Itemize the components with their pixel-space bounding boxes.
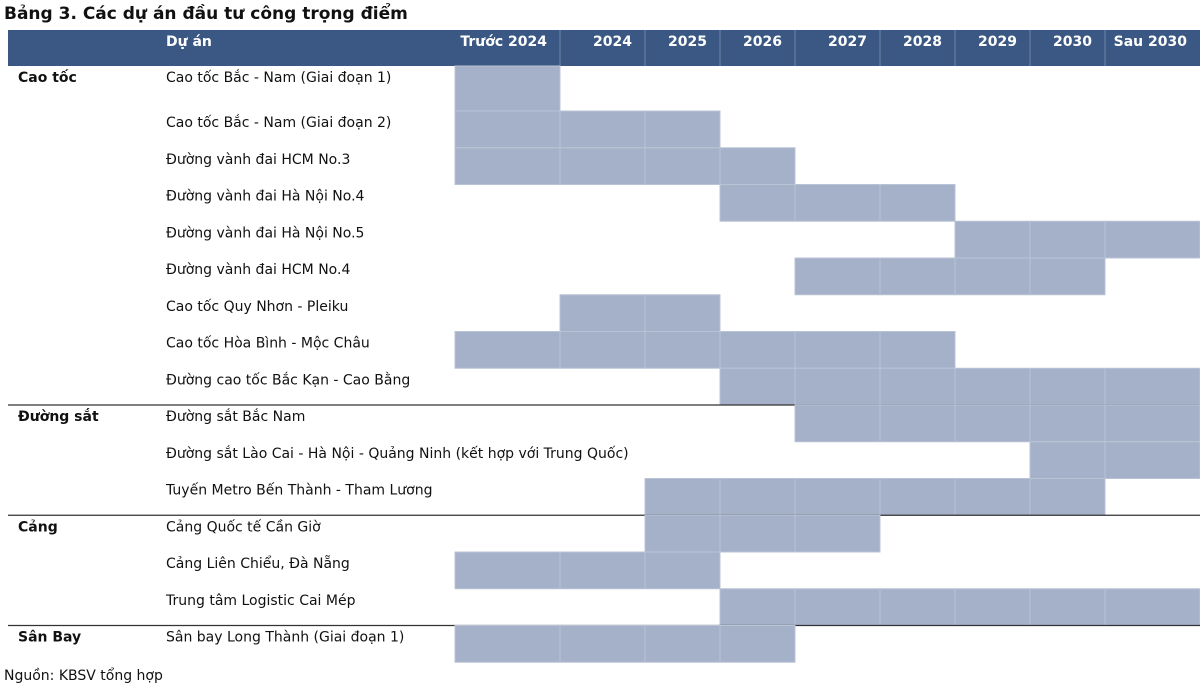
timeline-cell bbox=[1029, 441, 1106, 479]
header-cell: 2024 bbox=[593, 34, 632, 50]
timeline-cell bbox=[559, 551, 646, 590]
timeline-cell bbox=[644, 625, 721, 663]
timeline-cell bbox=[1029, 367, 1106, 406]
project-name: Cao tốc Hòa Bình - Mộc Châu bbox=[166, 335, 370, 352]
group-label: Đường sắt bbox=[18, 408, 99, 425]
timeline-cell bbox=[454, 65, 561, 112]
group-label: Cảng bbox=[18, 519, 58, 535]
timeline-cell bbox=[1029, 257, 1106, 296]
timeline-cell bbox=[879, 404, 956, 443]
project-name: Tuyến Metro Bến Thành - Tham Lương bbox=[165, 482, 433, 499]
timeline-cell bbox=[644, 478, 721, 516]
project-name: Đường vành đai Hà Nội No.5 bbox=[166, 225, 364, 241]
project-name: Cảng Liên Chiểu, Đà Nẵng bbox=[166, 555, 350, 572]
timeline-cell bbox=[559, 110, 646, 149]
timeline-cell bbox=[954, 257, 1031, 296]
timeline-cell bbox=[954, 404, 1031, 443]
project-name: Đường vành đai HCM No.4 bbox=[166, 262, 350, 278]
timeline-cell bbox=[719, 367, 796, 406]
timeline-cell bbox=[719, 331, 796, 369]
timeline-cell bbox=[644, 110, 721, 149]
timeline-cell bbox=[719, 478, 796, 516]
project-name: Cao tốc Bắc - Nam (Giai đoạn 1) bbox=[166, 69, 391, 86]
timeline-cell bbox=[879, 257, 956, 296]
header-cell: 2027 bbox=[828, 34, 867, 50]
header-cell: Dự án bbox=[166, 34, 212, 50]
timeline-cell bbox=[794, 331, 881, 369]
timeline-cell bbox=[1104, 367, 1200, 406]
header-cell: Trước 2024 bbox=[460, 34, 547, 50]
timeline-cell bbox=[794, 478, 881, 516]
timeline-cell bbox=[1029, 478, 1106, 516]
timeline-cell bbox=[454, 331, 561, 369]
header-cell: 2026 bbox=[743, 34, 782, 50]
project-name: Đường cao tốc Bắc Kạn - Cao Bằng bbox=[166, 371, 410, 388]
source: Nguồn: KBSV tổng hợp bbox=[4, 667, 163, 684]
project-name: Đường vành đai Hà Nội No.4 bbox=[166, 189, 365, 205]
project-name: Cao tốc Bắc - Nam (Giai đoạn 2) bbox=[166, 114, 391, 131]
project-name: Cao tốc Quy Nhơn - Pleiku bbox=[166, 298, 348, 315]
timeline-cell bbox=[719, 514, 796, 553]
timeline-cell bbox=[879, 331, 956, 369]
header-cell: 2030 bbox=[1053, 34, 1092, 50]
timeline-cell bbox=[644, 514, 721, 553]
project-name: Sân bay Long Thành (Giai đoạn 1) bbox=[166, 630, 404, 646]
timeline-cell bbox=[719, 625, 796, 663]
timeline-cell bbox=[644, 551, 721, 590]
project-name: Đường sắt Lào Cai - Hà Nội - Quảng Ninh … bbox=[166, 445, 629, 462]
timeline-cell bbox=[1029, 404, 1106, 443]
timeline-cell bbox=[794, 184, 881, 222]
timeline-cell bbox=[954, 588, 1031, 626]
timeline-cell bbox=[794, 588, 881, 626]
timeline-cell bbox=[559, 625, 646, 663]
project-name: Đường vành đai HCM No.3 bbox=[166, 152, 350, 168]
timeline-cell bbox=[559, 147, 646, 185]
timeline-cell bbox=[644, 294, 721, 332]
timeline-cell bbox=[879, 367, 956, 406]
project-name: Trung tâm Logistic Cai Mép bbox=[165, 593, 356, 609]
timeline-cell bbox=[719, 147, 796, 185]
timeline-cell bbox=[794, 514, 881, 553]
group-label: Sân Bay bbox=[18, 630, 81, 646]
timeline-cell bbox=[1029, 220, 1106, 259]
timeline-cell bbox=[1104, 220, 1200, 259]
timeline-cell bbox=[1029, 588, 1106, 626]
timeline-cell bbox=[454, 110, 561, 149]
header-cell: Sau 2030 bbox=[1114, 34, 1188, 50]
timeline-cell bbox=[719, 588, 796, 626]
timeline-cell bbox=[559, 294, 646, 332]
timeline-cell bbox=[794, 257, 881, 296]
timeline-cell bbox=[879, 478, 956, 516]
timeline-cell bbox=[794, 404, 881, 443]
timeline-cell bbox=[954, 367, 1031, 406]
timeline-cell bbox=[879, 588, 956, 626]
timeline-cell bbox=[954, 478, 1031, 516]
group-label: Cao tốc bbox=[18, 69, 77, 86]
timeline-cell bbox=[1104, 588, 1200, 626]
timeline-cell bbox=[559, 331, 646, 369]
header-bg bbox=[8, 30, 1200, 66]
timeline-cell bbox=[1104, 404, 1200, 443]
header-cell: 2025 bbox=[668, 34, 707, 50]
project-name: Cảng Quốc tế Cần Giờ bbox=[166, 518, 321, 535]
header-cell: 2029 bbox=[978, 34, 1017, 50]
timeline-cell bbox=[454, 625, 561, 663]
timeline-cell bbox=[794, 367, 881, 406]
timeline-cell bbox=[1104, 441, 1200, 479]
title: Bảng 3. Các dự án đầu tư công trọng điểm bbox=[4, 2, 408, 24]
timeline-cell bbox=[454, 147, 561, 185]
timeline-cell bbox=[954, 220, 1031, 259]
timeline-cell bbox=[454, 551, 561, 590]
timeline-cell bbox=[644, 147, 721, 185]
header-cell: 2028 bbox=[903, 34, 942, 50]
timeline-cell bbox=[879, 184, 956, 222]
timeline-cell bbox=[719, 184, 796, 222]
project-name: Đường sắt Bắc Nam bbox=[166, 408, 305, 425]
timeline-cell bbox=[644, 331, 721, 369]
